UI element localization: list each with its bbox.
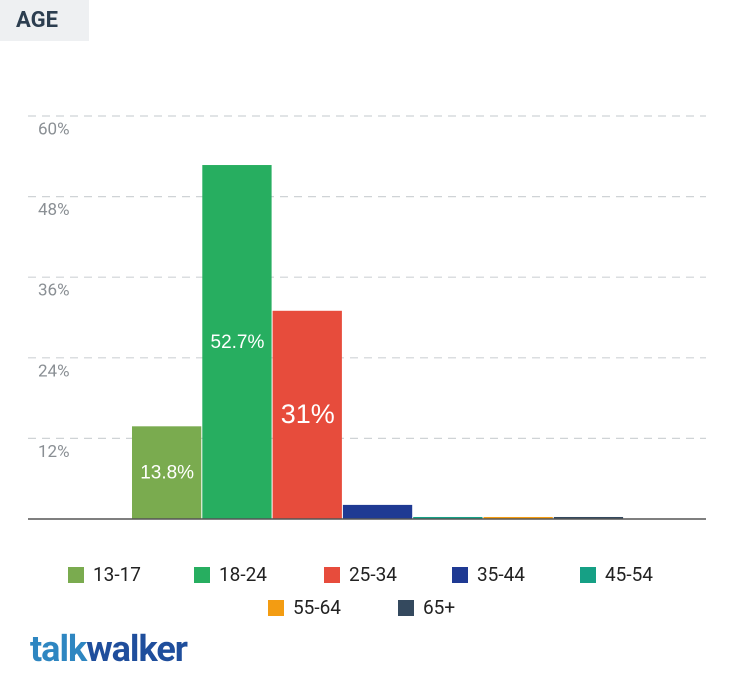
data-label: 52.7%	[211, 332, 265, 353]
legend-swatch	[452, 567, 468, 583]
legend-swatch	[324, 567, 340, 583]
bar	[342, 504, 413, 519]
legend-swatch	[194, 567, 210, 583]
bar	[272, 310, 342, 519]
y-tick-label: 24%	[38, 361, 70, 381]
legend-swatch	[268, 600, 284, 616]
bar	[483, 516, 553, 519]
legend-label: 45-54	[605, 563, 653, 586]
legend-label: 13-17	[93, 563, 141, 586]
header-title: AGE	[16, 8, 58, 33]
bar	[553, 516, 624, 519]
y-tick-label: 12%	[38, 442, 70, 462]
legend-label: 25-34	[349, 563, 397, 586]
legend-label: 55-64	[293, 596, 341, 619]
legend-label: 35-44	[477, 563, 525, 586]
legend-swatch	[398, 600, 414, 616]
legend-swatch	[580, 567, 596, 583]
y-tick-label: 48%	[38, 200, 70, 220]
y-tick-label: 60%	[38, 119, 70, 139]
bar	[413, 516, 483, 519]
legend-label: 65+	[423, 596, 455, 619]
bar	[132, 426, 202, 519]
bar	[202, 165, 272, 519]
legend-label: 18-24	[219, 563, 267, 586]
data-label: 31%	[281, 399, 335, 429]
logo-part: talk	[30, 628, 88, 670]
data-label: 13.8%	[140, 463, 194, 484]
logo: talkwalker	[30, 628, 188, 670]
header-box	[0, 0, 89, 41]
logo-part: walker	[86, 628, 188, 670]
legend-swatch	[68, 567, 84, 583]
y-tick-label: 36%	[38, 281, 70, 301]
